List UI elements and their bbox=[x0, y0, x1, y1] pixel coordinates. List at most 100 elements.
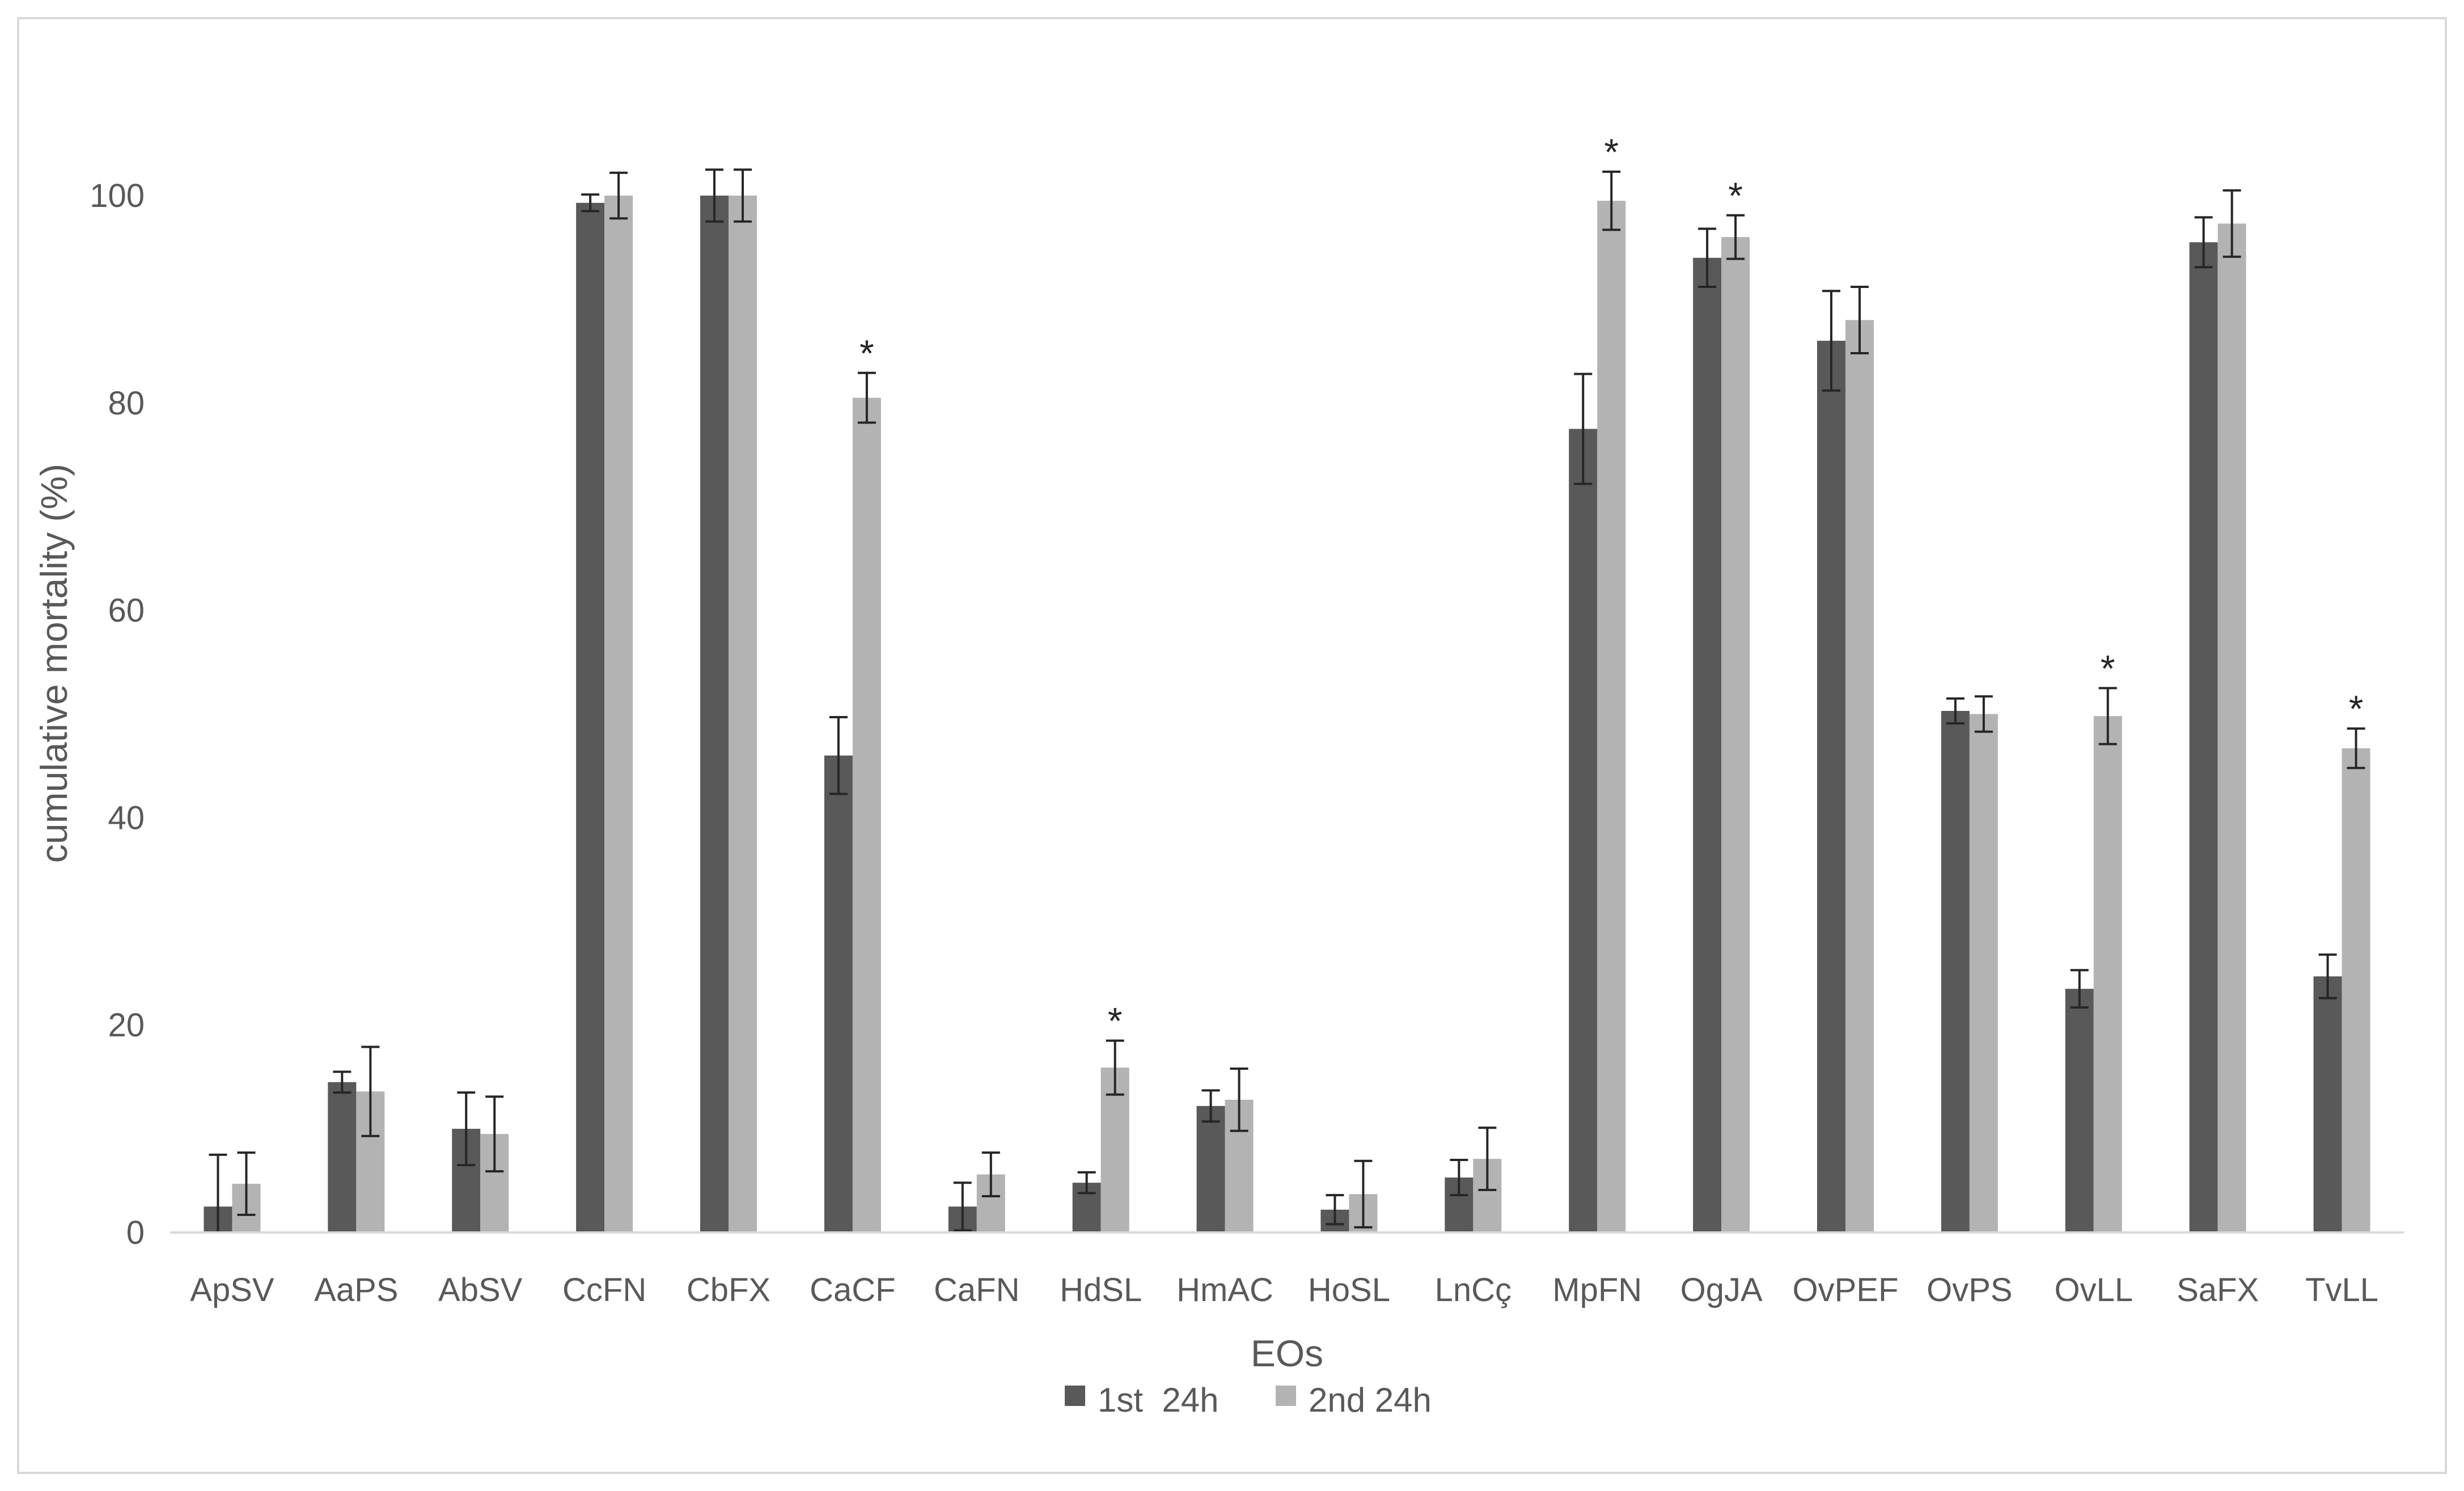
x-tick-label: OvLL bbox=[2054, 1272, 2133, 1308]
error-bar-OgJA-series-2 bbox=[1726, 214, 1745, 260]
x-axis-ticks: ApSV AaPS AbSV CcFN CbFX CaCF CaFN HdSL HmAC HoSL… bbox=[190, 1272, 2378, 1308]
bar-MpFN-series-1 bbox=[1569, 429, 1598, 1232]
error-bar-TvLL-series-1 bbox=[2318, 953, 2337, 999]
y-tick-label: 40 bbox=[108, 799, 145, 836]
bar-MpFN-series-2 bbox=[1597, 201, 1626, 1232]
error-bar-LnCç-series-1 bbox=[1450, 1158, 1468, 1197]
x-tick-label: ApSV bbox=[190, 1272, 274, 1308]
error-bar-CcFN-series-2 bbox=[609, 171, 628, 220]
error-bar-OvPS-series-1 bbox=[1946, 697, 1965, 725]
x-tick-label: HmAC bbox=[1176, 1272, 1273, 1308]
x-tick-label: OvPEF bbox=[1793, 1272, 1899, 1308]
error-bar-CaCF-series-1 bbox=[829, 715, 848, 795]
y-axis-ticks: 0 20 40 60 80 100 bbox=[90, 177, 145, 1251]
error-bar-AaPS-series-1 bbox=[333, 1070, 352, 1094]
error-bar-HmAC-series-1 bbox=[1201, 1089, 1220, 1123]
y-tick-label: 20 bbox=[108, 1007, 145, 1044]
significance-star-TvLL: * bbox=[2349, 688, 2364, 730]
y-tick-label: 80 bbox=[108, 385, 145, 422]
bars bbox=[204, 196, 2370, 1233]
significance-star-HdSL: * bbox=[1108, 1000, 1123, 1042]
x-tick-label: AaPS bbox=[314, 1272, 398, 1308]
significance-star-CaCF: * bbox=[860, 332, 874, 374]
x-tick-label: CbFX bbox=[687, 1272, 770, 1308]
error-bar-CaFN-series-2 bbox=[981, 1151, 1000, 1197]
y-tick-label: 100 bbox=[90, 177, 145, 214]
bar-OvPS-series-2 bbox=[1969, 714, 1998, 1232]
error-bar-AbSV-series-1 bbox=[457, 1091, 476, 1167]
error-bar-AbSV-series-2 bbox=[485, 1095, 504, 1173]
error-bar-OvLL-series-2 bbox=[2098, 687, 2117, 746]
error-bar-MpFN-series-2 bbox=[1602, 170, 1621, 231]
bar-SaFX-series-1 bbox=[2189, 242, 2218, 1233]
error-bar-OvPEF-series-1 bbox=[1822, 290, 1840, 392]
error-bar-HdSL-series-2 bbox=[1106, 1039, 1124, 1096]
error-bar-ApSV-series-2 bbox=[237, 1151, 256, 1216]
error-bar-HoSL-series-1 bbox=[1326, 1194, 1344, 1226]
bar-TvLL-series-2 bbox=[2342, 748, 2370, 1232]
error-bar-CbFX-series-2 bbox=[734, 168, 752, 223]
bar-CaCF-series-2 bbox=[852, 397, 881, 1232]
bar-OvLL-series-2 bbox=[2093, 716, 2122, 1232]
bar-OvPEF-series-2 bbox=[1845, 320, 1874, 1232]
bar-OvPS-series-1 bbox=[1941, 711, 1970, 1232]
x-tick-label: MpFN bbox=[1552, 1272, 1642, 1308]
bar-CcFN-series-1 bbox=[576, 202, 605, 1233]
legend-label-1st-24h: 1st 24h bbox=[1098, 1381, 1219, 1419]
x-tick-label: HoSL bbox=[1308, 1272, 1390, 1308]
error-bar-SaFX-series-1 bbox=[2194, 216, 2213, 269]
error-bar-OvPS-series-2 bbox=[1974, 695, 1993, 733]
bar-OgJA-series-1 bbox=[1693, 257, 1722, 1232]
x-tick-label: CaCF bbox=[810, 1272, 895, 1308]
bar-AaPS-series-1 bbox=[328, 1082, 357, 1232]
error-bar-OvPEF-series-2 bbox=[1851, 285, 1869, 355]
bar-CaCF-series-1 bbox=[824, 755, 853, 1232]
x-tick-label: HdSL bbox=[1060, 1272, 1142, 1308]
bar-HmAC-series-1 bbox=[1196, 1105, 1225, 1232]
x-tick-label: CcFN bbox=[562, 1272, 646, 1308]
error-bar-TvLL-series-2 bbox=[2347, 727, 2365, 769]
bar-SaFX-series-2 bbox=[2217, 223, 2246, 1232]
bar-OvLL-series-1 bbox=[2065, 989, 2094, 1232]
bar-OgJA-series-2 bbox=[1721, 237, 1750, 1232]
error-bar-MpFN-series-1 bbox=[1574, 372, 1593, 485]
bar-CbFX-series-1 bbox=[700, 196, 729, 1232]
legend-swatch-2nd-24h bbox=[1276, 1386, 1296, 1406]
error-bar-HmAC-series-2 bbox=[1230, 1068, 1248, 1132]
error-bars bbox=[209, 168, 2365, 1234]
error-bar-HdSL-series-1 bbox=[1077, 1171, 1096, 1195]
bar-CcFN-series-2 bbox=[604, 196, 633, 1232]
significance-star-OvLL: * bbox=[2101, 647, 2115, 689]
x-tick-label: AbSV bbox=[438, 1272, 523, 1308]
x-tick-label: OgJA bbox=[1680, 1272, 1763, 1308]
x-tick-label: LnCç bbox=[1435, 1272, 1512, 1308]
significance-star-OgJA: * bbox=[1728, 175, 1743, 217]
error-bar-CbFX-series-1 bbox=[705, 168, 723, 223]
error-bar-CaFN-series-1 bbox=[953, 1181, 972, 1232]
legend-label-2nd-24h: 2nd 24h bbox=[1309, 1381, 1432, 1419]
error-bar-CcFN-series-1 bbox=[581, 193, 600, 213]
bar-CbFX-series-2 bbox=[729, 196, 757, 1232]
legend-swatch-1st-24h bbox=[1065, 1386, 1085, 1406]
x-tick-label: CaFN bbox=[934, 1272, 1019, 1308]
y-tick-label: 60 bbox=[108, 592, 145, 629]
error-bar-AaPS-series-2 bbox=[361, 1045, 380, 1137]
x-tick-label: SaFX bbox=[2177, 1272, 2259, 1308]
legend: 1st 24h 2nd 24h bbox=[1065, 1381, 1432, 1419]
error-bar-OvLL-series-1 bbox=[2070, 969, 2089, 1009]
x-tick-label: TvLL bbox=[2305, 1272, 2378, 1308]
y-axis-label: cumulative mortality (%) bbox=[33, 464, 75, 863]
significance-star-MpFN: * bbox=[1604, 131, 1619, 173]
error-bar-LnCç-series-2 bbox=[1478, 1126, 1497, 1192]
x-axis-label: EOs bbox=[1251, 1332, 1323, 1374]
x-tick-label: OvPS bbox=[1927, 1272, 2013, 1308]
bar-OvPEF-series-1 bbox=[1817, 341, 1845, 1232]
error-bar-CaCF-series-2 bbox=[857, 371, 876, 424]
error-bar-SaFX-series-2 bbox=[2222, 189, 2241, 258]
significance-markers: * * * * * * bbox=[860, 131, 2363, 1042]
error-bar-HoSL-series-2 bbox=[1354, 1159, 1373, 1229]
error-bar-OgJA-series-1 bbox=[1698, 227, 1717, 288]
bar-TvLL-series-1 bbox=[2313, 976, 2342, 1232]
y-tick-label: 0 bbox=[126, 1214, 145, 1251]
